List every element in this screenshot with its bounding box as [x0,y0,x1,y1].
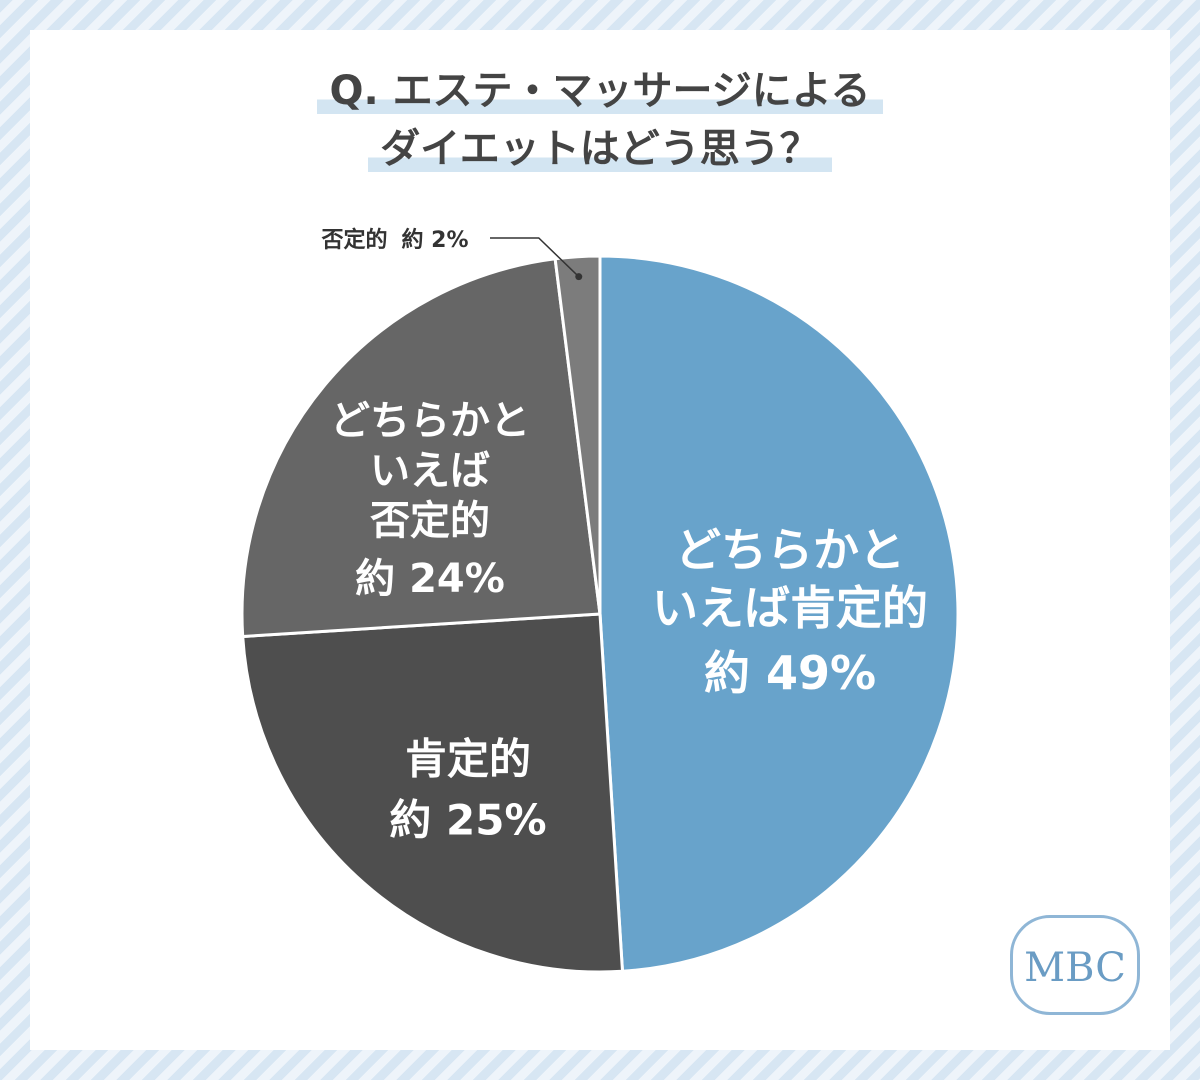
category-label: 否定的 [321,228,388,253]
chart-title: Q. エステ・マッサージによる ダイエットはどう思う？ [0,62,1200,178]
logo: MBC [1010,915,1140,1015]
category-label: どちらかと いえば 否定的 [330,398,530,544]
value-label: 約 25% [389,795,547,844]
slice-label: 否定的約 2% [321,222,468,254]
pie-slice [598,254,960,973]
value-label: 約 2% [401,228,469,253]
slice-label: どちらかと いえば肯定的約 49% [652,522,928,703]
slice-label: どちらかと いえば 否定的約 24% [330,396,530,604]
pie-slice [553,254,602,615]
leader-line [490,237,580,278]
category-label: どちらかと いえば肯定的 [652,522,928,635]
leader-dot [575,273,583,281]
pie-slice [240,257,602,639]
pie-slice [241,612,625,974]
slice-label: 肯定的約 25% [389,734,546,847]
value-label: 約 49% [703,645,877,700]
category-label: 肯定的 [404,734,531,784]
value-label: 約 24% [355,556,505,602]
